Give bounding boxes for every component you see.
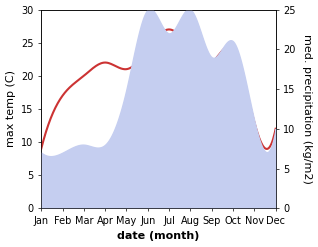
Y-axis label: med. precipitation (kg/m2): med. precipitation (kg/m2) [302, 34, 313, 184]
X-axis label: date (month): date (month) [117, 231, 200, 242]
Y-axis label: max temp (C): max temp (C) [5, 70, 16, 147]
